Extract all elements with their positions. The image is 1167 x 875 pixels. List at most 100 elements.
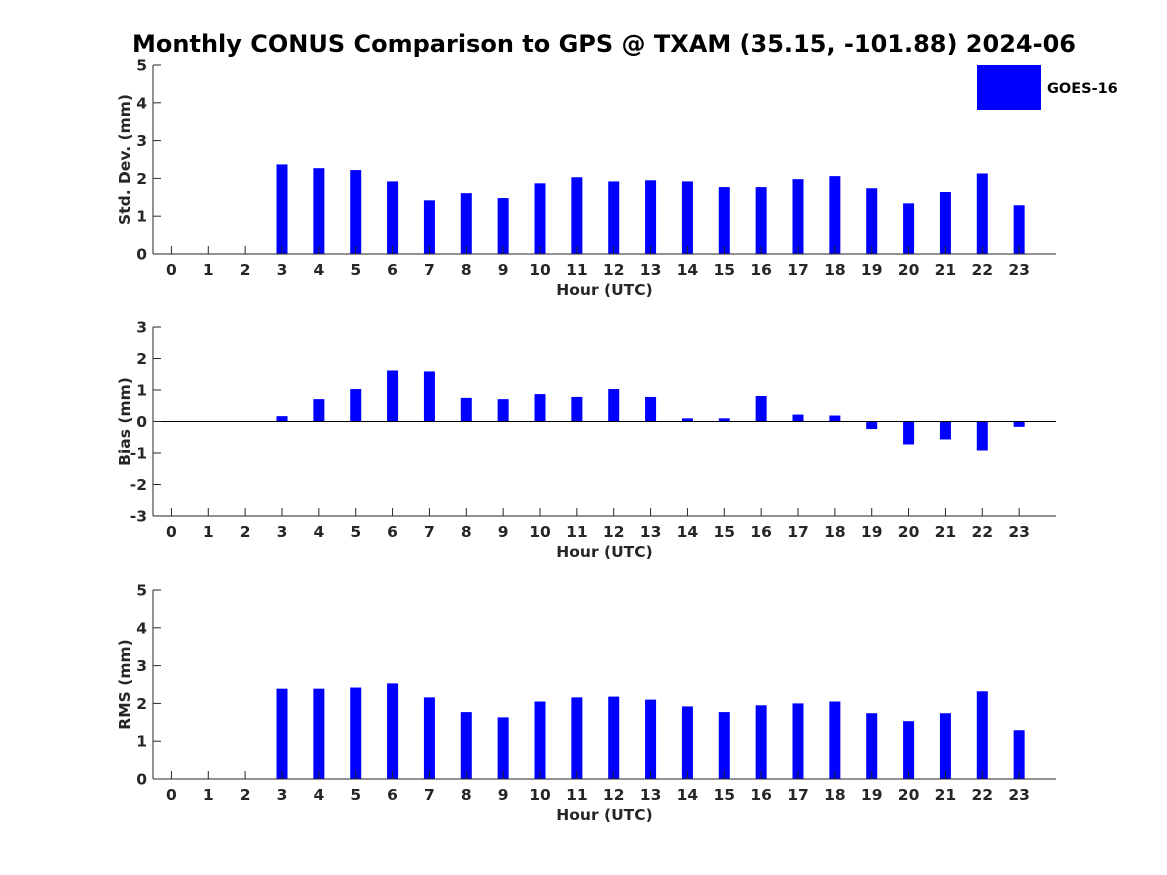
bar: [939, 421, 951, 440]
x-tick-label: 14: [677, 523, 699, 541]
bar: [866, 713, 878, 779]
bar: [976, 173, 988, 254]
x-tick-label: 16: [750, 261, 772, 279]
bar: [645, 699, 657, 779]
y-tick-label: 5: [136, 57, 147, 75]
x-axis-label: Hour (UTC): [556, 806, 652, 824]
bar: [681, 181, 693, 254]
x-tick-label: 12: [603, 523, 625, 541]
x-tick-label: 18: [824, 523, 846, 541]
x-tick-label: 8: [461, 261, 472, 279]
y-tick-label: 1: [136, 208, 147, 226]
y-tick-label: -3: [130, 508, 147, 526]
x-tick-label: 8: [461, 786, 472, 804]
bar: [755, 395, 767, 422]
bar: [829, 176, 841, 254]
x-tick-label: 11: [566, 786, 588, 804]
x-tick-label: 20: [898, 786, 920, 804]
x-tick-label: 9: [498, 261, 509, 279]
x-tick-label: 13: [640, 523, 662, 541]
bar: [276, 164, 288, 254]
y-tick-label: -2: [130, 476, 147, 494]
y-tick-label: 2: [136, 170, 147, 188]
x-tick-label: 3: [277, 523, 288, 541]
y-tick-label: 1: [136, 382, 147, 400]
bar: [571, 697, 583, 779]
x-tick-label: 14: [677, 786, 699, 804]
bar: [1013, 421, 1025, 427]
y-tick-label: 3: [136, 657, 147, 675]
y-axis-label: Std. Dev. (mm): [116, 94, 134, 225]
bar: [387, 683, 399, 779]
x-tick-label: 4: [313, 261, 324, 279]
y-tick-label: 3: [136, 319, 147, 337]
bar: [460, 712, 472, 779]
y-tick-label: -1: [130, 445, 147, 463]
bar: [866, 188, 878, 254]
x-tick-label: 10: [529, 261, 551, 279]
x-tick-label: 9: [498, 786, 509, 804]
bar: [681, 706, 693, 779]
x-tick-label: 22: [971, 261, 993, 279]
x-tick-label: 16: [750, 523, 772, 541]
bar: [1013, 205, 1025, 254]
bar: [903, 203, 915, 254]
bar: [976, 421, 988, 451]
bar: [645, 396, 657, 422]
bar: [866, 421, 878, 430]
x-tick-label: 12: [603, 261, 625, 279]
bar: [276, 688, 288, 779]
bar: [350, 687, 362, 779]
bar: [350, 389, 362, 422]
bar: [755, 705, 767, 779]
x-tick-label: 2: [240, 786, 251, 804]
bar: [276, 416, 288, 422]
x-tick-label: 17: [787, 523, 809, 541]
x-tick-label: 1: [203, 786, 214, 804]
bar: [792, 414, 804, 422]
bar: [313, 399, 325, 422]
x-tick-label: 10: [529, 786, 551, 804]
bar: [903, 721, 915, 779]
bar: [718, 712, 730, 779]
x-tick-label: 13: [640, 786, 662, 804]
x-tick-label: 21: [935, 786, 957, 804]
y-tick-label: 0: [136, 246, 147, 264]
bar: [939, 713, 951, 779]
y-axis-label: RMS (mm): [116, 639, 134, 729]
bar: [1013, 730, 1025, 779]
x-tick-label: 4: [313, 523, 324, 541]
x-tick-label: 2: [240, 523, 251, 541]
y-tick-label: 3: [136, 132, 147, 150]
x-tick-label: 5: [350, 261, 361, 279]
x-tick-label: 6: [387, 261, 398, 279]
x-tick-label: 3: [277, 261, 288, 279]
bar: [829, 415, 841, 422]
bar: [976, 691, 988, 779]
bar: [755, 187, 767, 254]
x-axis-label: Hour (UTC): [556, 281, 652, 299]
x-tick-label: 2: [240, 261, 251, 279]
x-tick-label: 21: [935, 523, 957, 541]
bar: [608, 181, 620, 254]
bar: [423, 697, 435, 779]
bar: [681, 418, 693, 422]
x-tick-label: 15: [713, 261, 735, 279]
y-tick-label: 2: [136, 695, 147, 713]
bar: [829, 701, 841, 779]
bar: [534, 394, 546, 422]
figure-title: Monthly CONUS Comparison to GPS @ TXAM (…: [132, 30, 1076, 58]
bar: [313, 168, 325, 254]
x-tick-label: 1: [203, 523, 214, 541]
bar: [460, 193, 472, 254]
x-tick-label: 3: [277, 786, 288, 804]
x-tick-label: 20: [898, 523, 920, 541]
bar: [903, 421, 915, 445]
legend: GOES-16: [977, 65, 1118, 110]
x-tick-label: 0: [166, 523, 177, 541]
x-tick-label: 19: [861, 261, 883, 279]
bar: [645, 180, 657, 254]
x-tick-label: 7: [424, 786, 435, 804]
